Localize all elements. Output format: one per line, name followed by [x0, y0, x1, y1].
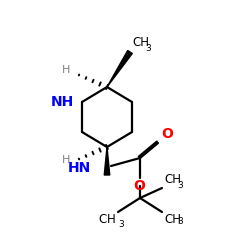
Text: HN: HN [68, 161, 91, 175]
Text: 3: 3 [118, 220, 124, 229]
Text: 3: 3 [177, 217, 183, 226]
Text: H: H [62, 155, 70, 165]
Text: H: H [107, 213, 116, 226]
Text: NH: NH [51, 95, 74, 109]
Text: CH: CH [132, 36, 149, 49]
Polygon shape [104, 147, 110, 175]
Text: CH: CH [164, 173, 181, 186]
Text: 3: 3 [145, 44, 151, 53]
Text: O: O [161, 127, 173, 141]
Text: O: O [133, 179, 145, 193]
Polygon shape [107, 50, 132, 87]
Text: C: C [99, 213, 107, 226]
Text: 3: 3 [177, 181, 183, 190]
Text: CH: CH [164, 213, 181, 226]
Text: H: H [62, 65, 70, 75]
